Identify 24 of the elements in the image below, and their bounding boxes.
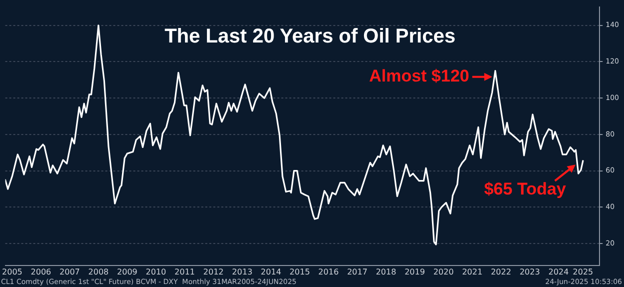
x-tick-label: 2010 bbox=[146, 267, 166, 276]
x-tick-label: 2008 bbox=[88, 267, 109, 276]
text: The Last 20 Years of Oil Prices bbox=[164, 26, 456, 48]
x-tick-label: 2024 bbox=[548, 267, 569, 276]
x-tick-label: 2018 bbox=[376, 267, 396, 276]
annotation: $65 Today bbox=[484, 180, 567, 199]
x-tick-label: 2016 bbox=[318, 267, 339, 276]
x-tick-label: 2007 bbox=[60, 267, 80, 276]
x-tick-label: 2006 bbox=[30, 267, 52, 276]
x-tick-label: 2020 bbox=[433, 267, 454, 276]
x-tick-label: 2021 bbox=[462, 267, 482, 276]
x-tick-label: 2005 bbox=[2, 267, 22, 276]
x-tick-label: 2017 bbox=[347, 267, 368, 276]
x-tick-label: 2019 bbox=[404, 267, 425, 276]
annotation: Almost $120 bbox=[369, 66, 470, 86]
x-tick-label: 2022 bbox=[490, 267, 512, 276]
x-tick-label: 2015 bbox=[290, 267, 310, 276]
x-tick-label: 2011 bbox=[174, 267, 195, 276]
x-tick-label: 2009 bbox=[117, 267, 138, 276]
x-tick-label: 2014 bbox=[260, 267, 282, 276]
x-tick-label: 2013 bbox=[232, 267, 252, 276]
x-tick-label: 2025 bbox=[572, 267, 594, 276]
x-tick-label: 2023 bbox=[520, 267, 540, 276]
x-tick-label: 2012 bbox=[203, 267, 224, 276]
